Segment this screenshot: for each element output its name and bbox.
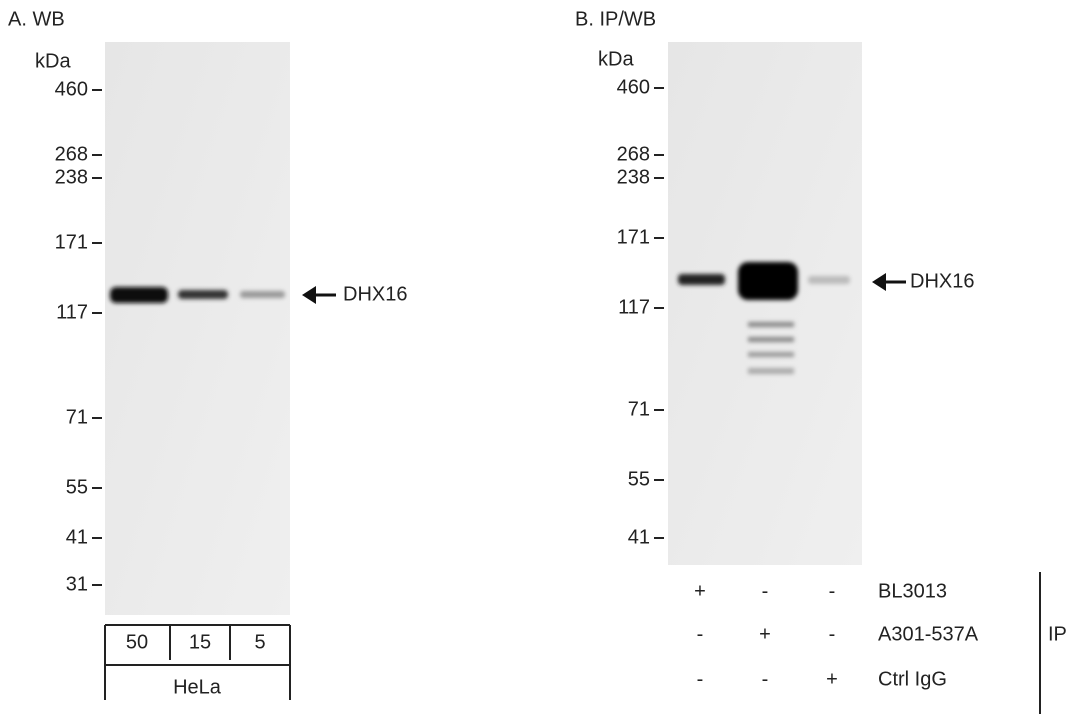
arrows <box>302 273 906 304</box>
bands-a <box>110 287 285 303</box>
marker-label: 55 <box>628 468 650 490</box>
marker-label: 41 <box>628 526 650 548</box>
panel-label: A. WB <box>8 8 65 30</box>
panel-label: B. IP/WB <box>575 8 656 30</box>
lane-mark: + <box>694 580 706 602</box>
lane-box <box>104 572 1041 714</box>
lane-mark: - <box>697 668 704 690</box>
marker-label: 171 <box>55 231 88 253</box>
marker-label: 41 <box>66 526 88 548</box>
lane-mark: - <box>697 623 704 645</box>
lane-label: 50 <box>126 631 148 653</box>
lane-mark: + <box>826 668 838 690</box>
lane-mark: - <box>829 580 836 602</box>
unit-label: kDa <box>35 50 71 72</box>
marker-label: 238 <box>617 166 650 188</box>
unit-label: kDa <box>598 48 634 70</box>
marker-label: 460 <box>55 78 88 100</box>
lane-label: 5 <box>254 631 265 653</box>
marker-label: 238 <box>55 166 88 188</box>
row-label: Ctrl IgG <box>878 668 947 690</box>
marker-label: 55 <box>66 476 88 498</box>
marker-label: 460 <box>617 76 650 98</box>
marker-label: 171 <box>617 226 650 248</box>
lane-mark: - <box>829 623 836 645</box>
marker-label: 268 <box>617 143 650 165</box>
row-label: A301-537A <box>878 623 979 645</box>
row-label: BL3013 <box>878 580 947 602</box>
marker-label: 117 <box>56 301 88 323</box>
target-label: DHX16 <box>343 283 407 305</box>
target-label: DHX16 <box>910 270 974 292</box>
lane-label: 15 <box>189 631 211 653</box>
sample-label: HeLa <box>173 676 222 698</box>
bands-b <box>678 262 850 374</box>
gel-a <box>105 42 290 615</box>
marker-label: 71 <box>66 406 88 428</box>
marker-label: 31 <box>66 573 88 595</box>
lane-mark: - <box>762 668 769 690</box>
marker-label: 71 <box>628 398 650 420</box>
group-label: IP <box>1048 623 1067 645</box>
marker-label: 117 <box>618 296 650 318</box>
gel-b <box>668 42 862 565</box>
lane-mark: + <box>759 623 771 645</box>
lane-mark: - <box>762 580 769 602</box>
marker-label: 268 <box>55 143 88 165</box>
